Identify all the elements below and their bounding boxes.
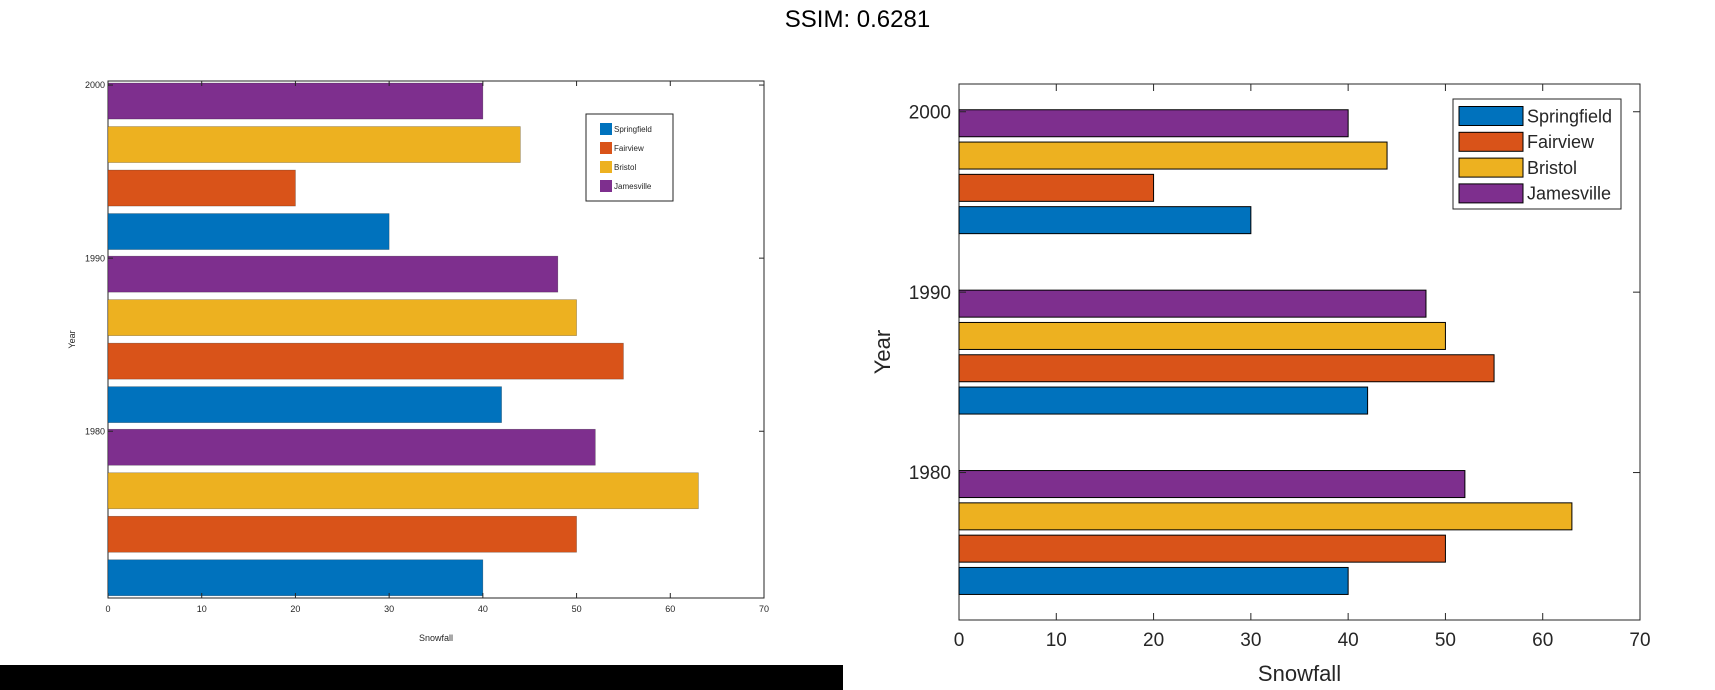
right-legend-label-bristol: Bristol (1527, 158, 1577, 178)
left-bar-fairview-2000 (107, 169, 296, 207)
left-y-tick-label: 1980 (85, 426, 105, 436)
left-x-tick-label: 40 (478, 604, 488, 614)
left-bar-springfield-2000 (107, 213, 390, 250)
right-x-tick-label: 30 (1240, 630, 1261, 651)
right-x-tick-label: 40 (1338, 630, 1359, 651)
right-bar-jamesville-1990 (958, 289, 1427, 318)
left-legend-swatch-bristol (600, 161, 612, 173)
right-legend-label-springfield: Springfield (1527, 106, 1612, 126)
right-bar-fairview-1980 (958, 534, 1446, 563)
left-legend-label-springfield: Springfield (614, 125, 652, 134)
right-y-tick-label: 2000 (909, 102, 951, 123)
left-y-tick-label: 2000 (85, 80, 105, 90)
right-x-tick-label: 10 (1046, 630, 1067, 651)
left-bar-springfield-1980 (107, 559, 484, 597)
left-x-tick-label: 0 (105, 604, 110, 614)
left-bar-jamesville-1990 (107, 255, 559, 293)
left-x-tick-label: 10 (197, 604, 207, 614)
left-bar-fairview-1980 (107, 515, 577, 553)
left-legend-swatch-fairview (600, 142, 612, 154)
left-legend-label-bristol: Bristol (614, 163, 636, 172)
left-y-tick-label: 1990 (85, 253, 105, 263)
right-legend-swatch-fairview (1458, 131, 1524, 152)
left-bar-bristol-2000 (107, 126, 521, 163)
left-x-tick-label: 70 (759, 604, 769, 614)
right-bar-springfield-1980 (958, 566, 1349, 595)
right-x-axis-label: Snowfall (1258, 661, 1341, 686)
ssim-score-label: SSIM: 0.6281 (784, 6, 931, 33)
right-bar-springfield-1990 (958, 386, 1369, 415)
left-x-axis-label: Snowfall (419, 633, 453, 643)
right-x-tick-label: 70 (1629, 630, 1650, 651)
right-bar-jamesville-1980 (958, 470, 1466, 499)
left-bar-bristol-1990 (107, 299, 577, 336)
right-y-tick-label: 1990 (909, 283, 951, 304)
left-x-tick-label: 60 (665, 604, 675, 614)
left-x-tick-label: 20 (290, 604, 300, 614)
left-x-tick-label: 50 (572, 604, 582, 614)
right-bar-jamesville-2000 (958, 109, 1349, 138)
right-x-tick-label: 60 (1532, 630, 1553, 651)
right-bar-springfield-2000 (958, 206, 1252, 235)
left-legend-label-fairview: Fairview (614, 144, 644, 153)
footer-black-bar (0, 665, 843, 690)
right-x-tick-label: 0 (954, 630, 965, 651)
right-x-tick-label: 50 (1435, 630, 1456, 651)
right-bar-bristol-1990 (958, 321, 1446, 350)
right-legend-swatch-jamesville (1458, 183, 1524, 204)
left-bar-fairview-1990 (107, 342, 624, 380)
right-bar-bristol-2000 (958, 141, 1388, 170)
right-x-tick-label: 20 (1143, 630, 1164, 651)
right-legend-swatch-springfield (1458, 106, 1524, 126)
right-legend-swatch-bristol (1458, 157, 1524, 178)
right-bar-fairview-1990 (958, 354, 1495, 383)
right-y-tick-label: 1980 (909, 463, 951, 484)
left-x-tick-label: 30 (384, 604, 394, 614)
right-bar-fairview-2000 (958, 173, 1155, 202)
left-bar-bristol-1980 (107, 472, 699, 510)
left-bar-jamesville-1980 (107, 428, 596, 466)
right-bar-bristol-1980 (958, 502, 1573, 531)
left-bar-springfield-1990 (107, 386, 502, 423)
right-y-axis-label: Year (870, 330, 895, 374)
right-legend-label-jamesville: Jamesville (1527, 184, 1611, 204)
left-y-axis-label: Year (67, 330, 77, 348)
left-legend-label-jamesville: Jamesville (614, 182, 652, 191)
left-legend-swatch-springfield (600, 123, 612, 135)
right-legend-label-fairview: Fairview (1527, 132, 1595, 152)
left-legend-swatch-jamesville (600, 180, 612, 192)
left-bar-jamesville-2000 (107, 82, 484, 120)
